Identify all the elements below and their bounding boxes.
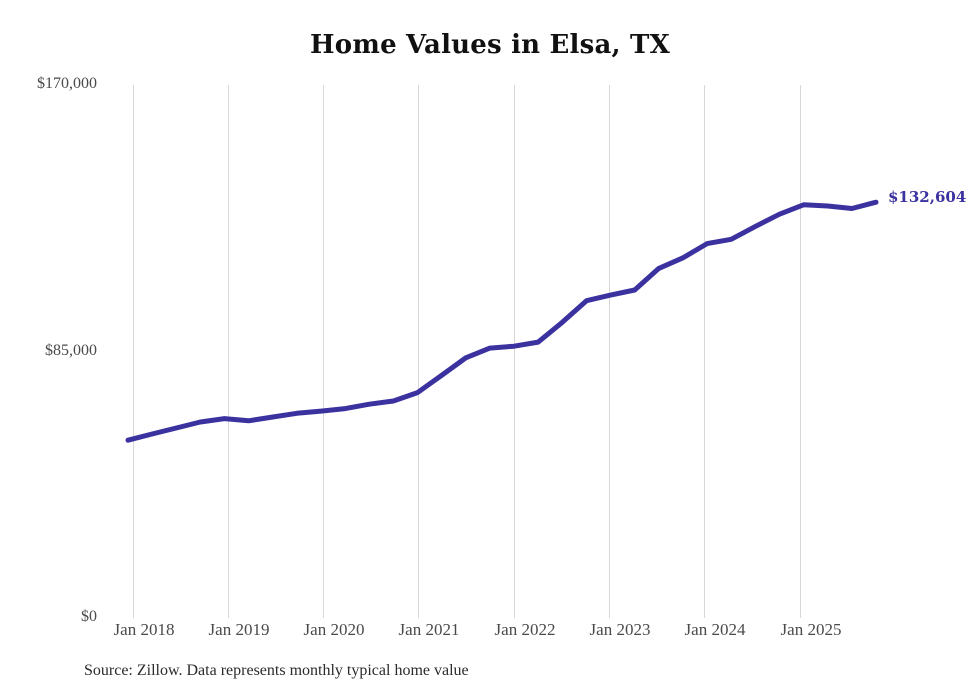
x-axis-tick-jan-2025: Jan 2025 bbox=[780, 620, 842, 639]
x-axis-tick-jan-2020: Jan 2020 bbox=[303, 620, 365, 639]
gridline-jan-2018 bbox=[133, 85, 134, 618]
x-axis-tick-jan-2019: Jan 2019 bbox=[208, 620, 270, 639]
chart-title: Home Values in Elsa, TX bbox=[310, 30, 670, 60]
y-axis-tick-170000: $170,000 bbox=[37, 75, 97, 92]
gridline-jan-2023 bbox=[609, 85, 610, 618]
gridline-jan-2021 bbox=[418, 85, 419, 618]
y-axis-tick-85000: $85,000 bbox=[45, 342, 97, 359]
gridline-jan-2022 bbox=[514, 85, 515, 618]
end-value-label: $132,604 bbox=[888, 188, 967, 206]
x-axis-tick-jan-2018: Jan 2018 bbox=[113, 620, 175, 639]
x-axis-tick-jan-2022: Jan 2022 bbox=[494, 620, 556, 639]
x-axis-tick-jan-2021: Jan 2021 bbox=[398, 620, 460, 639]
source-footnote: Source: Zillow. Data represents monthly … bbox=[84, 662, 469, 679]
y-axis-tick-0: $0 bbox=[81, 608, 97, 625]
x-axis-tick-jan-2023: Jan 2023 bbox=[589, 620, 651, 639]
home-value-line bbox=[125, 199, 879, 443]
gridline-jan-2020 bbox=[323, 85, 324, 618]
x-axis-tick-jan-2024: Jan 2024 bbox=[684, 620, 746, 639]
gridline-jan-2025 bbox=[800, 85, 801, 618]
gridline-jan-2024 bbox=[704, 85, 705, 618]
gridline-jan-2019 bbox=[228, 85, 229, 618]
